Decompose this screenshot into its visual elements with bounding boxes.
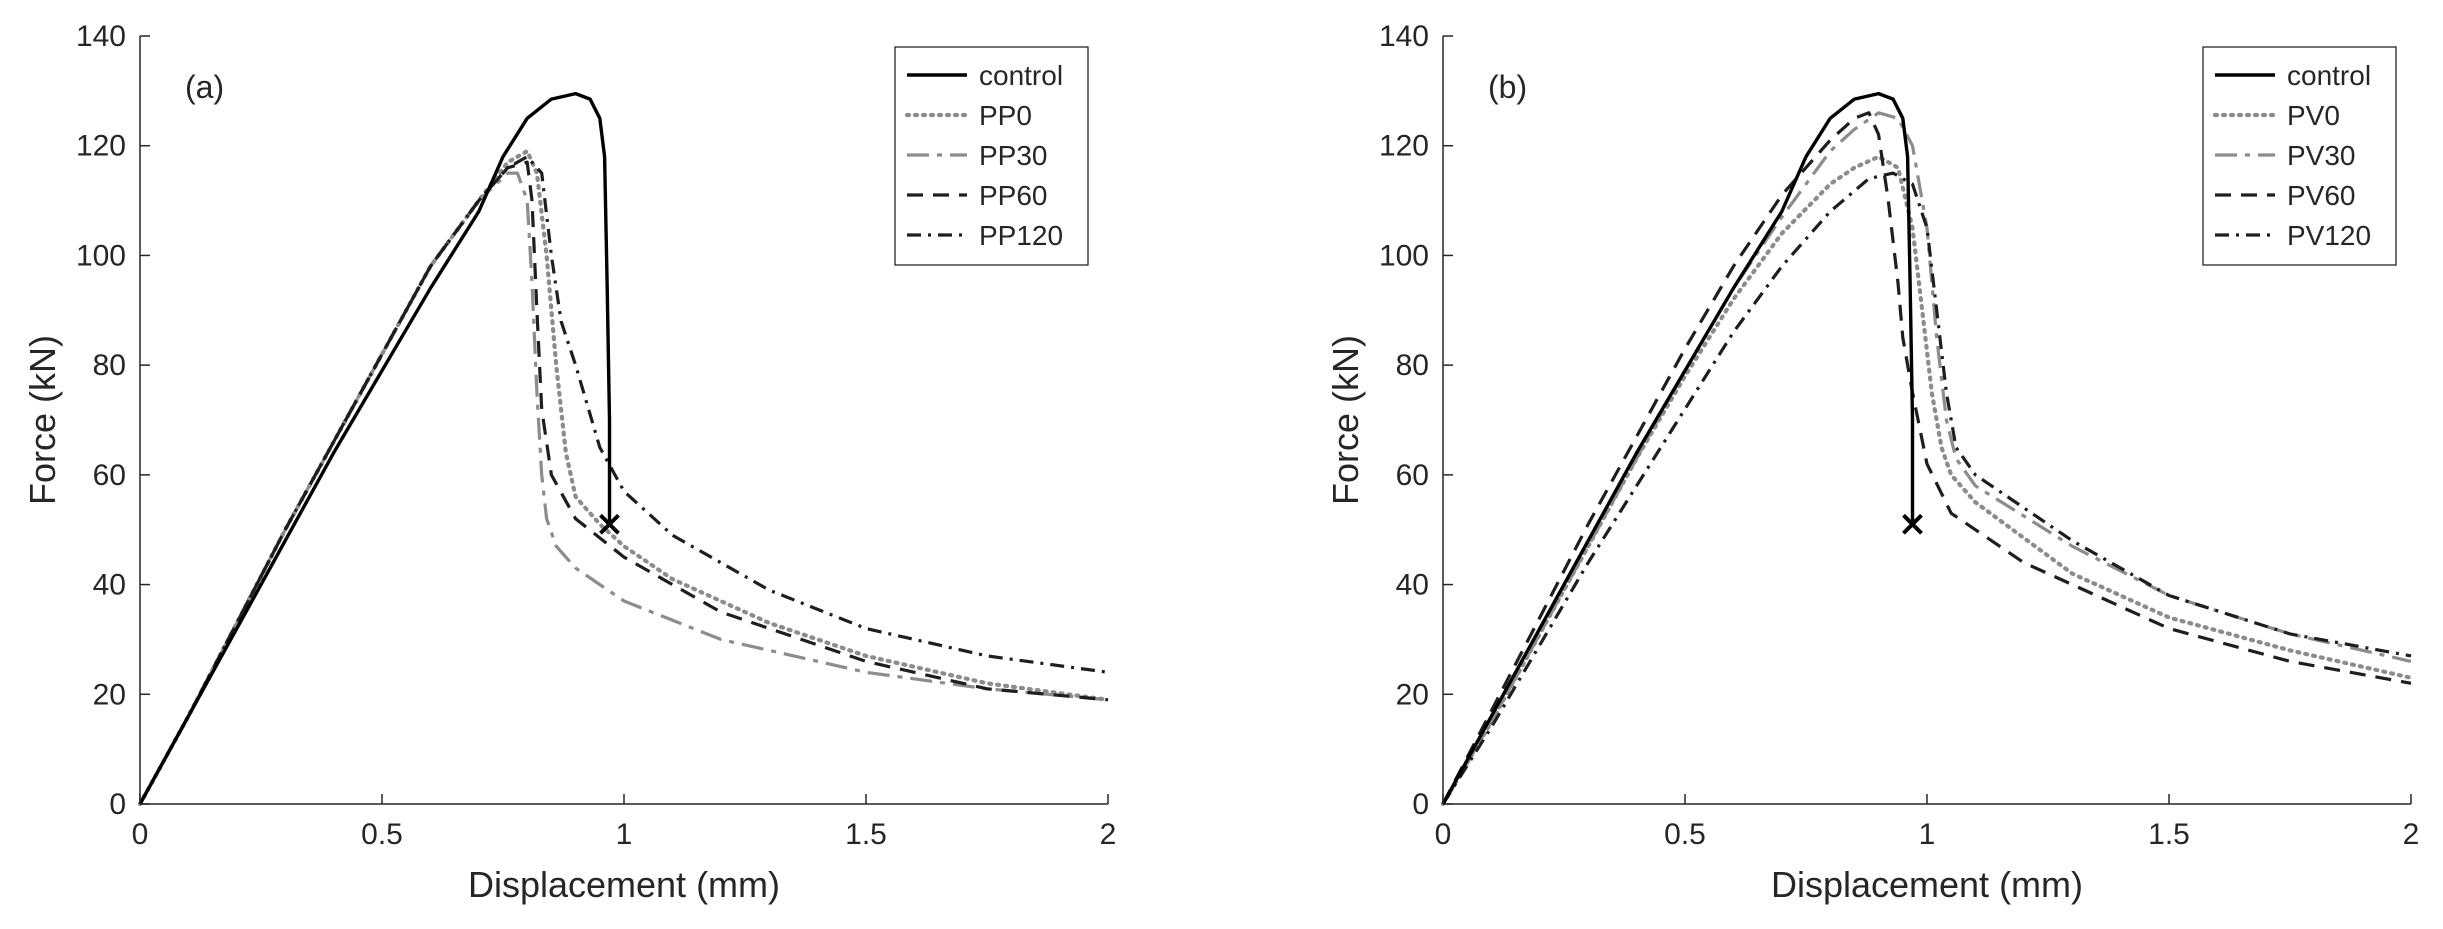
legend-label-pv30: PV30 [2287, 140, 2356, 171]
legend: control PP0 PP30 PP60 PP120 [894, 46, 1089, 266]
legend-label-pv120: PV120 [2287, 220, 2371, 251]
y-axis-ticks: 0 20 40 60 80 100 120 140 [76, 20, 150, 821]
legend-label-pv60: PV60 [2287, 180, 2356, 211]
y-tick-label: 140 [1379, 20, 1429, 53]
legend-items: control PP0 PP30 PP60 PP120 [904, 60, 1063, 251]
x-tick-label: 1 [616, 818, 633, 851]
legend-label-pp120: PP120 [979, 220, 1063, 251]
x-marker-icon [599, 513, 620, 535]
y-tick-label: 80 [93, 349, 126, 382]
failure-markers [1902, 513, 1923, 535]
x-axis-label: Displacement (mm) [1771, 864, 2083, 905]
series-line-pv30 [1441, 111, 2412, 805]
y-tick-label: 80 [1396, 349, 1429, 382]
x-tick-label: 0 [1435, 818, 1452, 851]
y-tick-label: 120 [1379, 130, 1429, 163]
x-tick-label: 0.5 [1664, 818, 1706, 851]
x-tick-label: 0.5 [361, 818, 403, 851]
series-line-pp120 [138, 155, 1109, 805]
x-tick-label: 2 [1100, 818, 1117, 851]
x-tick-label: 0 [132, 818, 149, 851]
series-line-pp60 [138, 160, 1109, 805]
series-line-pp30 [138, 171, 1109, 805]
x-axis-label: Displacement (mm) [468, 864, 780, 905]
y-tick-label: 120 [76, 130, 126, 163]
y-tick-label: 140 [76, 20, 126, 53]
failure-markers [599, 513, 620, 535]
y-tick-label: 40 [93, 569, 126, 602]
series-line-pv120 [1441, 171, 2412, 805]
y-tick-label: 0 [109, 788, 126, 821]
panel-label: (b) [1488, 69, 1527, 105]
legend: control PV0 PV30 PV60 PV120 [2202, 46, 2397, 266]
legend-label-pp60: PP60 [979, 180, 1048, 211]
x-axis-ticks: 0 0.5 1 1.5 2 [132, 794, 1117, 851]
plot-area [137, 91, 1111, 807]
x-marker-icon [1902, 513, 1923, 535]
legend-label-pv0: PV0 [2287, 100, 2340, 131]
legend-label-control: control [979, 60, 1063, 91]
y-axis-ticks: 0 20 40 60 80 100 120 140 [1379, 20, 1453, 821]
series-line-control [138, 91, 612, 805]
y-axis-label: Force (kN) [22, 335, 63, 505]
y-tick-label: 100 [1379, 239, 1429, 272]
y-tick-label: 100 [76, 239, 126, 272]
series-line-pv60 [1441, 111, 2412, 805]
y-axis-label: Force (kN) [1325, 335, 1366, 505]
x-tick-label: 1.5 [2148, 818, 2190, 851]
x-axis-ticks: 0 0.5 1 1.5 2 [1435, 794, 2420, 851]
y-tick-label: 20 [93, 678, 126, 711]
legend-label-control: control [2287, 60, 2371, 91]
y-tick-label: 40 [1396, 569, 1429, 602]
legend-label-pp30: PP30 [979, 140, 1048, 171]
plot-area [1440, 91, 2414, 807]
chart-panel-a: 0 0.5 1 1.5 2 0 20 40 60 80 100 120 140 (a) Displac… [22, 20, 1116, 905]
x-tick-label: 1 [1919, 818, 1936, 851]
legend-items: control PV0 PV30 PV60 PV120 [2212, 60, 2371, 251]
y-tick-label: 60 [1396, 459, 1429, 492]
y-tick-label: 60 [93, 459, 126, 492]
x-tick-label: 2 [2403, 818, 2420, 851]
y-tick-label: 20 [1396, 678, 1429, 711]
y-tick-label: 0 [1412, 788, 1429, 821]
legend-label-pp0: PP0 [979, 100, 1032, 131]
x-tick-label: 1.5 [845, 818, 887, 851]
series-line-control [1441, 91, 1915, 805]
panel-label: (a) [185, 69, 224, 105]
chart-panel-b: 0 0.5 1 1.5 2 0 20 40 60 80 100 120 140 (b) Displac… [1325, 20, 2419, 905]
